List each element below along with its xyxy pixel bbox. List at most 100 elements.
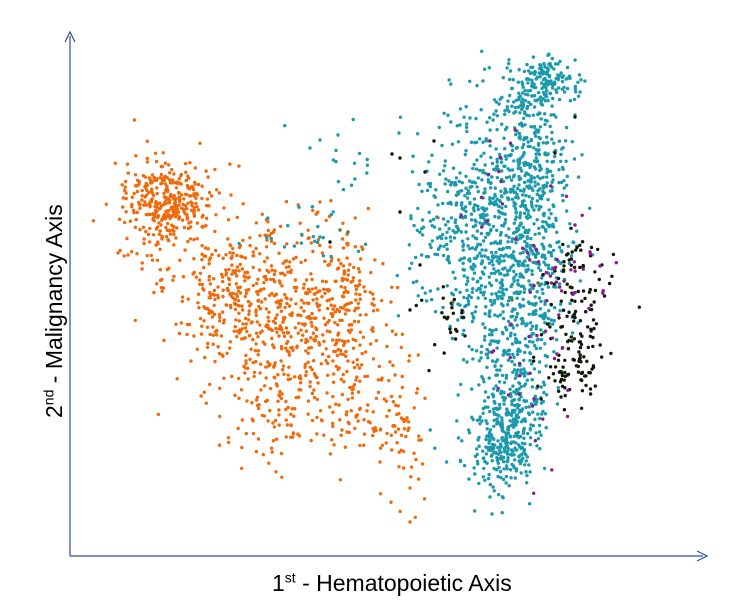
data-point-series-1	[167, 266, 171, 270]
data-point-series-1	[207, 262, 211, 266]
data-point-series-1	[361, 335, 366, 339]
data-point-series-2	[502, 273, 507, 277]
data-point-series-2	[552, 67, 556, 71]
data-point-series-1	[206, 175, 210, 179]
data-point-series-2	[528, 470, 532, 474]
data-point-series-1	[324, 218, 328, 223]
data-point-series-2	[502, 380, 507, 385]
data-point-series-1	[243, 294, 247, 299]
data-point-series-2	[499, 160, 504, 164]
data-point-series-3	[566, 347, 571, 351]
data-point-series-2	[554, 218, 558, 223]
data-point-series-2	[524, 405, 528, 410]
data-point-series-1	[213, 330, 218, 334]
data-point-series-2	[439, 236, 444, 241]
data-point-series-1	[399, 345, 403, 350]
data-point-series-2	[497, 380, 502, 384]
data-point-series-1	[217, 191, 222, 195]
data-point-series-1	[319, 362, 323, 366]
data-point-series-2	[518, 340, 522, 345]
data-point-series-2	[518, 453, 522, 458]
data-point-series-2	[474, 305, 478, 309]
data-point-series-1	[281, 368, 285, 372]
data-point-series-2	[540, 103, 545, 107]
data-point-series-3	[592, 326, 596, 331]
data-point-series-1	[317, 308, 321, 312]
data-point-series-2	[507, 175, 512, 179]
data-point-series-2	[492, 387, 496, 391]
data-point-series-1	[269, 264, 274, 268]
data-point-series-1	[250, 417, 255, 421]
data-point-series-2	[500, 429, 505, 433]
data-point-series-2	[515, 311, 520, 316]
data-point-series-2	[512, 173, 516, 177]
data-point-series-2	[554, 329, 558, 333]
data-point-series-1	[294, 289, 298, 293]
data-point-series-2	[475, 447, 479, 451]
data-point-series-2	[446, 113, 450, 117]
data-point-series-1	[400, 385, 404, 390]
data-point-series-1	[251, 431, 256, 436]
data-point-series-1	[192, 257, 196, 261]
data-point-series-1	[378, 460, 382, 464]
data-point-series-1	[186, 239, 190, 244]
data-point-series-1	[258, 252, 262, 256]
data-point-series-1	[189, 208, 194, 212]
data-point-series-2	[510, 359, 514, 364]
data-point-series-1	[156, 242, 160, 246]
data-point-series-1	[136, 183, 140, 187]
data-point-series-2	[544, 95, 549, 99]
data-point-series-1	[263, 297, 267, 301]
data-point-series-1	[235, 274, 239, 278]
data-point-series-2	[516, 80, 520, 84]
data-point-series-1	[334, 338, 339, 343]
data-point-series-2	[542, 390, 546, 395]
data-point-series-2	[540, 255, 544, 259]
data-point-series-2	[528, 246, 532, 251]
data-point-series-1	[149, 189, 154, 194]
data-point-series-1	[172, 243, 176, 247]
data-point-series-1	[360, 351, 364, 356]
data-point-series-1	[260, 300, 264, 304]
data-point-series-1	[244, 361, 248, 366]
data-point-series-3	[574, 248, 578, 252]
data-point-series-1	[196, 182, 201, 187]
data-point-series-1	[195, 347, 199, 351]
data-point-series-1	[200, 258, 204, 262]
data-point-series-1	[152, 290, 156, 295]
data-point-series-2	[522, 142, 526, 147]
data-point-series-2	[488, 196, 492, 200]
data-point-series-1	[140, 267, 144, 271]
data-point-series-1	[312, 388, 316, 392]
data-point-series-4	[499, 179, 503, 184]
data-point-series-2	[538, 136, 542, 141]
data-point-series-1	[342, 380, 346, 384]
data-point-series-3	[580, 334, 584, 338]
data-point-series-1	[355, 363, 360, 367]
data-point-series-2	[523, 337, 527, 341]
data-point-series-2	[557, 139, 562, 143]
data-point-series-2	[528, 178, 533, 182]
data-point-series-1	[177, 191, 181, 195]
data-point-series-2	[535, 444, 539, 448]
data-point-series-1	[312, 359, 316, 363]
data-point-series-2	[501, 316, 506, 321]
data-point-series-2	[541, 141, 545, 145]
data-point-series-3	[448, 327, 452, 331]
data-point-series-1	[338, 478, 343, 482]
data-point-series-1	[286, 270, 290, 274]
data-point-series-1	[300, 322, 305, 326]
data-point-series-2	[529, 200, 534, 204]
data-point-series-1	[224, 273, 228, 277]
data-point-series-1	[278, 224, 283, 229]
data-point-series-1	[257, 406, 261, 411]
data-point-series-1	[328, 405, 332, 409]
data-point-series-1	[308, 290, 312, 294]
data-point-series-1	[331, 424, 335, 429]
data-point-series-2	[455, 224, 459, 229]
data-point-series-1	[251, 283, 255, 288]
data-point-series-3	[588, 387, 593, 391]
data-point-series-2	[570, 140, 574, 144]
data-point-series-1	[338, 418, 342, 422]
data-point-series-2	[479, 284, 484, 288]
